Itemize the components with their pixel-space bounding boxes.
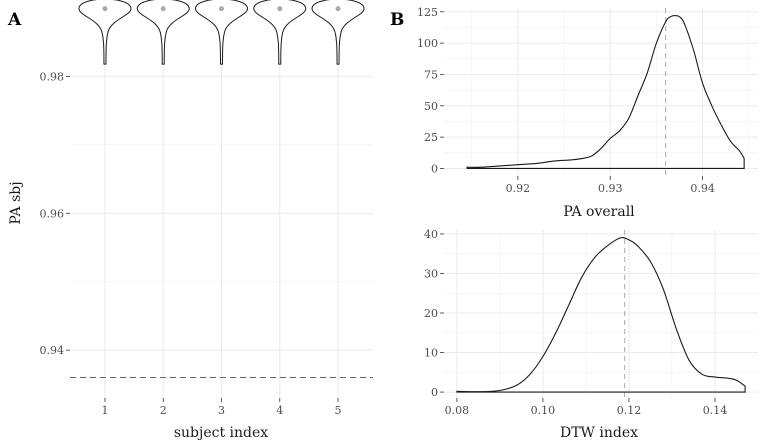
y-tick-label: 40 (424, 228, 438, 241)
y-tick-label: 25 (424, 131, 438, 144)
y-tick-label: 0 (431, 386, 438, 399)
violin (78, 0, 132, 65)
panel-b-bottom-plot-area (444, 230, 758, 398)
violin (136, 0, 190, 65)
y-tick-label: 0.96 (40, 207, 65, 220)
y-tick-label: 125 (417, 6, 438, 19)
median-point (335, 6, 341, 12)
panel-b-top-x-axis-label: PA overall (563, 204, 635, 220)
panel-a-x-axis-label: subject index (174, 425, 268, 441)
y-tick-label: 0.98 (40, 70, 65, 83)
x-tick-label: 0.92 (506, 182, 531, 195)
panel-a-violins (78, 0, 365, 65)
panel-b-bottom-y-ticks: 0 10 20 30 40 (424, 228, 444, 399)
median-point (102, 6, 108, 12)
violin (194, 0, 249, 65)
x-tick-label: 0.14 (703, 404, 728, 417)
panel-a-grid (70, 8, 373, 398)
panel-b-top-x-ticks: 0.92 0.93 0.94 (506, 176, 715, 195)
x-tick-label: 0.10 (531, 404, 556, 417)
y-tick-label: 0.94 (40, 344, 65, 357)
panel-label-b: B (390, 10, 404, 30)
x-tick-label: 0.12 (617, 404, 642, 417)
x-tick-label: 0.94 (690, 182, 715, 195)
panel-b-top: 0 25 50 75 100 125 0.92 0.93 0.94 PA overall B (390, 6, 758, 220)
median-point (219, 6, 224, 12)
x-tick-label: 1 (101, 404, 108, 417)
panel-b-top-density (466, 14, 745, 170)
violin (253, 0, 307, 65)
violin (311, 0, 365, 65)
median-point (160, 6, 166, 12)
median-point (277, 6, 283, 12)
y-tick-label: 75 (424, 68, 438, 81)
panel-b-bottom-density (456, 237, 746, 393)
y-tick-label: 10 (424, 347, 438, 360)
x-tick-label: 4 (276, 404, 283, 417)
x-tick-label: 0.93 (598, 182, 623, 195)
y-tick-label: 30 (424, 267, 438, 280)
x-tick-label: 5 (335, 404, 342, 417)
panel-a-x-ticks: 1 2 3 4 5 (101, 398, 342, 417)
y-tick-label: 0 (431, 162, 438, 175)
panel-b-top-y-ticks: 0 25 50 75 100 125 (417, 6, 444, 175)
x-tick-label: 3 (218, 404, 225, 417)
panel-a-y-axis-label: PA sbj (8, 181, 24, 224)
panel-b-bottom: 0 10 20 30 40 0.08 0.10 0.12 0.14 DTW index (424, 228, 758, 441)
y-tick-label: 50 (424, 100, 438, 113)
density-curve (456, 237, 746, 393)
x-tick-label: 0.08 (445, 404, 470, 417)
panel-b-top-plot-area (444, 8, 758, 176)
panel-b-bottom-x-axis-label: DTW index (560, 425, 638, 441)
panel-a-y-ticks: 0.94 0.96 0.98 (40, 70, 70, 357)
y-tick-label: 100 (417, 37, 438, 50)
panel-b-bottom-x-ticks: 0.08 0.10 0.12 0.14 (445, 398, 728, 417)
x-tick-label: 2 (160, 404, 167, 417)
y-tick-label: 20 (424, 307, 438, 320)
panel-label-a: A (7, 10, 22, 30)
density-curve (466, 14, 745, 170)
